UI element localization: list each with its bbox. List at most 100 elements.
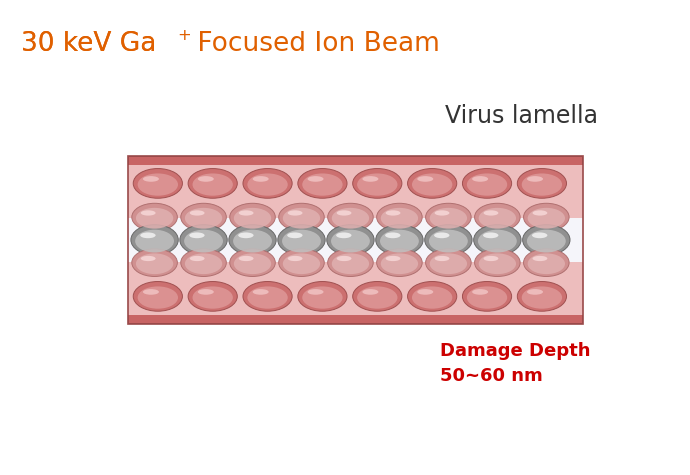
Bar: [291, 91, 293, 123]
Bar: [379, 371, 380, 403]
Bar: [335, 91, 337, 123]
Bar: [313, 91, 314, 123]
Bar: [112, 371, 113, 403]
Bar: [168, 91, 169, 123]
Bar: [262, 91, 263, 123]
Bar: [357, 91, 358, 123]
Bar: [215, 91, 216, 123]
Bar: [181, 371, 182, 403]
Bar: [257, 91, 258, 123]
Ellipse shape: [243, 282, 292, 311]
Bar: [271, 371, 272, 403]
Ellipse shape: [337, 210, 351, 216]
Bar: [55, 371, 57, 403]
Bar: [583, 156, 690, 324]
Bar: [367, 371, 368, 403]
Bar: [614, 191, 615, 289]
Bar: [104, 91, 106, 123]
Bar: [240, 91, 241, 123]
Bar: [50, 91, 52, 123]
Bar: [128, 91, 130, 123]
Bar: [59, 91, 60, 123]
Bar: [92, 91, 94, 123]
Bar: [608, 191, 609, 289]
Bar: [363, 91, 364, 123]
Ellipse shape: [283, 208, 320, 228]
Bar: [338, 91, 339, 123]
Bar: [281, 91, 282, 123]
Bar: [100, 91, 101, 123]
Bar: [143, 91, 144, 123]
Bar: [90, 91, 91, 123]
Bar: [366, 371, 367, 403]
Bar: [175, 371, 177, 403]
Bar: [26, 371, 27, 403]
Ellipse shape: [234, 208, 271, 228]
Bar: [277, 371, 278, 403]
Ellipse shape: [135, 230, 174, 253]
Ellipse shape: [376, 225, 423, 255]
Bar: [24, 371, 26, 403]
Bar: [130, 91, 131, 123]
Bar: [199, 91, 200, 123]
Bar: [289, 91, 290, 123]
Bar: [200, 91, 201, 123]
Bar: [24, 91, 26, 123]
Bar: [71, 371, 72, 403]
Bar: [284, 91, 286, 123]
Ellipse shape: [248, 173, 288, 196]
Bar: [88, 371, 89, 403]
Bar: [282, 91, 283, 123]
Bar: [166, 91, 167, 123]
Ellipse shape: [484, 256, 498, 261]
Bar: [78, 91, 79, 123]
Bar: [47, 91, 48, 123]
Ellipse shape: [185, 208, 222, 228]
Bar: [63, 91, 65, 123]
Bar: [89, 371, 90, 403]
Bar: [231, 91, 233, 123]
Ellipse shape: [462, 282, 511, 311]
Bar: [259, 91, 260, 123]
Bar: [28, 91, 29, 123]
Bar: [605, 191, 607, 289]
Bar: [128, 156, 583, 324]
Bar: [137, 371, 138, 403]
Bar: [589, 191, 590, 289]
Bar: [197, 371, 198, 403]
Bar: [350, 371, 351, 403]
Bar: [181, 91, 182, 123]
Bar: [364, 371, 366, 403]
Bar: [255, 91, 257, 123]
Ellipse shape: [425, 225, 472, 255]
Ellipse shape: [472, 176, 488, 182]
Bar: [293, 91, 294, 123]
Ellipse shape: [353, 169, 402, 198]
Bar: [339, 371, 340, 403]
Bar: [325, 371, 326, 403]
Bar: [43, 91, 45, 123]
Bar: [235, 91, 236, 123]
Bar: [593, 191, 594, 289]
Bar: [332, 371, 333, 403]
Bar: [281, 371, 282, 403]
Bar: [367, 91, 368, 123]
Bar: [283, 91, 284, 123]
Bar: [195, 371, 197, 403]
Bar: [302, 91, 304, 123]
Bar: [161, 371, 162, 403]
Bar: [295, 371, 296, 403]
Bar: [591, 191, 592, 289]
Ellipse shape: [357, 173, 397, 196]
Bar: [234, 371, 235, 403]
Bar: [120, 91, 121, 123]
Bar: [118, 371, 119, 403]
Bar: [75, 371, 76, 403]
Bar: [170, 371, 172, 403]
Bar: [377, 91, 379, 123]
Ellipse shape: [430, 208, 467, 228]
Bar: [35, 91, 37, 123]
Bar: [164, 371, 166, 403]
Bar: [223, 91, 224, 123]
Ellipse shape: [429, 230, 468, 253]
